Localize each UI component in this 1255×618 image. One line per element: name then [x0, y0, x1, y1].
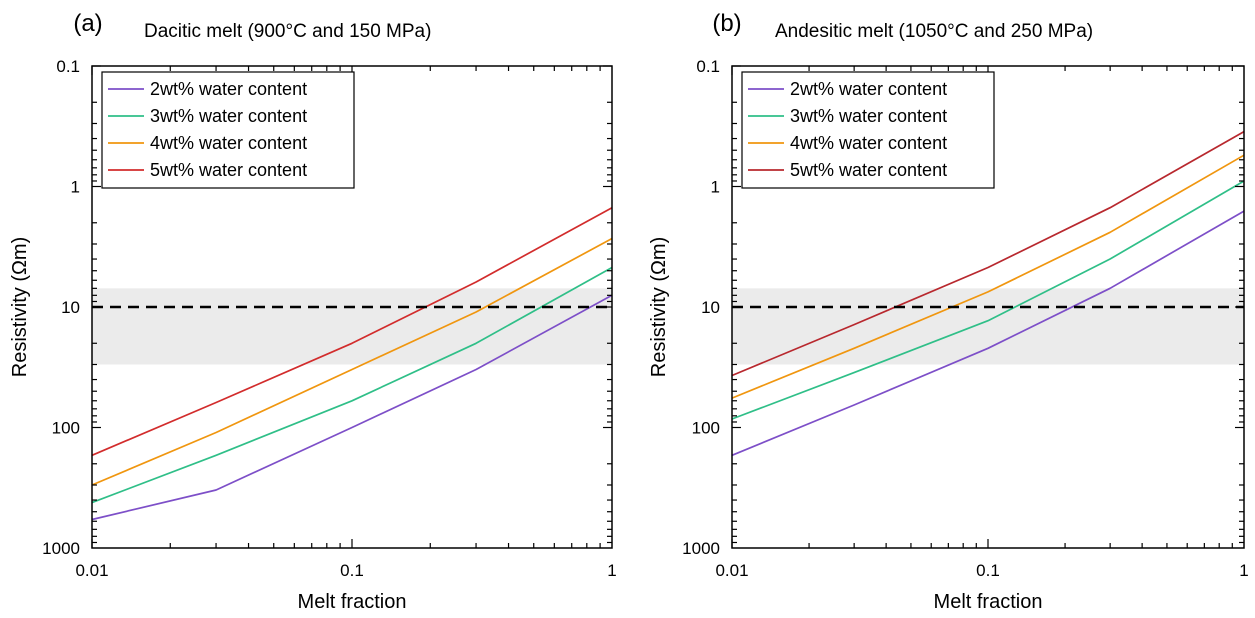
x-tick-label: 0.01: [715, 561, 748, 580]
chart-title: Dacitic melt (900°C and 150 MPa): [144, 21, 431, 42]
shaded-band: [92, 288, 612, 365]
legend-label: 5wt% water content: [150, 160, 307, 180]
x-tick-label: 1: [1239, 561, 1248, 580]
y-tick-label: 100: [52, 419, 80, 438]
panel-label: (b): [712, 10, 741, 37]
panel-label: (a): [73, 10, 102, 37]
legend-label: 4wt% water content: [150, 133, 307, 153]
y-axis-label: Resistivity (Ωm): [648, 237, 670, 378]
series-line-3wt: [731, 180, 1245, 420]
x-tick-label: 0.1: [976, 561, 1000, 580]
legend-box: [101, 71, 355, 189]
y-tick-label: 100: [692, 419, 720, 438]
legend-label: 2wt% water content: [790, 79, 947, 99]
legend-label: 4wt% water content: [790, 133, 947, 153]
legend-label: 3wt% water content: [790, 106, 947, 126]
series-line-4wt: [91, 237, 613, 486]
chart-panel-b: 0.1 1 10 100 1000 0.01 0.1 1 Melt fraction Resist…: [648, 10, 1249, 613]
y-tick-label: 1: [71, 178, 80, 197]
y-tick-label: 1000: [682, 539, 720, 558]
legend-box: [741, 71, 995, 189]
x-axis-label: Melt fraction: [298, 591, 407, 613]
x-tick-label: 0.01: [75, 561, 108, 580]
x-tick-label: 1: [607, 561, 616, 580]
y-tick-label: 1: [711, 178, 720, 197]
legend-label: 5wt% water content: [790, 160, 947, 180]
y-tick-label: 0.1: [56, 57, 80, 76]
y-tick-label: 0.1: [696, 57, 720, 76]
series-line-5wt: [731, 130, 1245, 377]
legend-label: 3wt% water content: [150, 106, 307, 126]
y-tick-label: 10: [701, 298, 720, 317]
series-line-5wt: [91, 206, 613, 457]
x-tick-label: 0.1: [340, 561, 364, 580]
x-axis-label: Melt fraction: [934, 591, 1043, 613]
chart-title: Andesitic melt (1050°C and 250 MPa): [775, 21, 1093, 42]
y-tick-label: 1000: [42, 539, 80, 558]
series-line-4wt: [731, 154, 1245, 399]
y-tick-label: 10: [61, 298, 80, 317]
series-line-2wt: [731, 210, 1245, 457]
legend-label: 2wt% water content: [150, 79, 307, 99]
chart-panel-a: 0.1 1 10 100 1000 0.01 0.1 1 Melt fraction Resist…: [9, 10, 617, 613]
shaded-band: [732, 288, 1244, 365]
series-line-2wt: [91, 294, 613, 521]
y-axis-label: Resistivity (Ωm): [9, 237, 31, 378]
series-line-3wt: [91, 266, 613, 504]
